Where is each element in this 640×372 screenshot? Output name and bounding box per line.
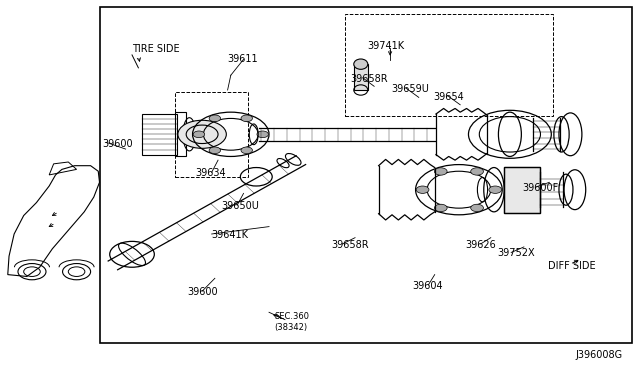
Bar [175, 92, 248, 177]
Circle shape [241, 115, 252, 122]
Text: SEC.360
(38342): SEC.360 (38342) [274, 312, 309, 331]
Text: 39600F: 39600F [523, 183, 559, 193]
Text: 39752X: 39752X [497, 248, 535, 258]
Bar [504, 167, 540, 212]
Text: DIFF SIDE: DIFF SIDE [548, 262, 596, 272]
Circle shape [257, 131, 268, 138]
Circle shape [209, 115, 221, 122]
Text: 39654: 39654 [433, 92, 464, 102]
Bar [354, 64, 368, 90]
Text: 39658R: 39658R [351, 74, 388, 84]
Bar [175, 112, 186, 157]
Text: 39650U: 39650U [221, 201, 259, 211]
Text: 39600: 39600 [102, 138, 132, 148]
Circle shape [470, 168, 483, 175]
Circle shape [209, 147, 221, 154]
Circle shape [435, 204, 447, 212]
Bar [346, 14, 552, 116]
Circle shape [489, 186, 502, 193]
Circle shape [416, 186, 429, 193]
Bar [504, 167, 540, 212]
Circle shape [470, 204, 483, 212]
Text: 39659U: 39659U [392, 84, 429, 94]
Text: J396008G: J396008G [575, 350, 623, 359]
Text: 39741K: 39741K [368, 41, 405, 51]
Text: 39658R: 39658R [332, 240, 369, 250]
Circle shape [178, 120, 227, 148]
Text: 39611: 39611 [228, 54, 258, 64]
Circle shape [193, 131, 205, 138]
Bar [100, 7, 632, 343]
Text: 39641K: 39641K [212, 230, 249, 240]
Text: 39604: 39604 [412, 282, 443, 291]
Bar [141, 114, 177, 155]
Text: 39634: 39634 [196, 168, 227, 178]
Text: 39600: 39600 [188, 287, 218, 297]
Text: 39626: 39626 [465, 240, 496, 250]
Ellipse shape [354, 59, 368, 69]
Circle shape [241, 147, 252, 154]
Text: TIRE SIDE: TIRE SIDE [132, 44, 180, 54]
Circle shape [435, 168, 447, 175]
